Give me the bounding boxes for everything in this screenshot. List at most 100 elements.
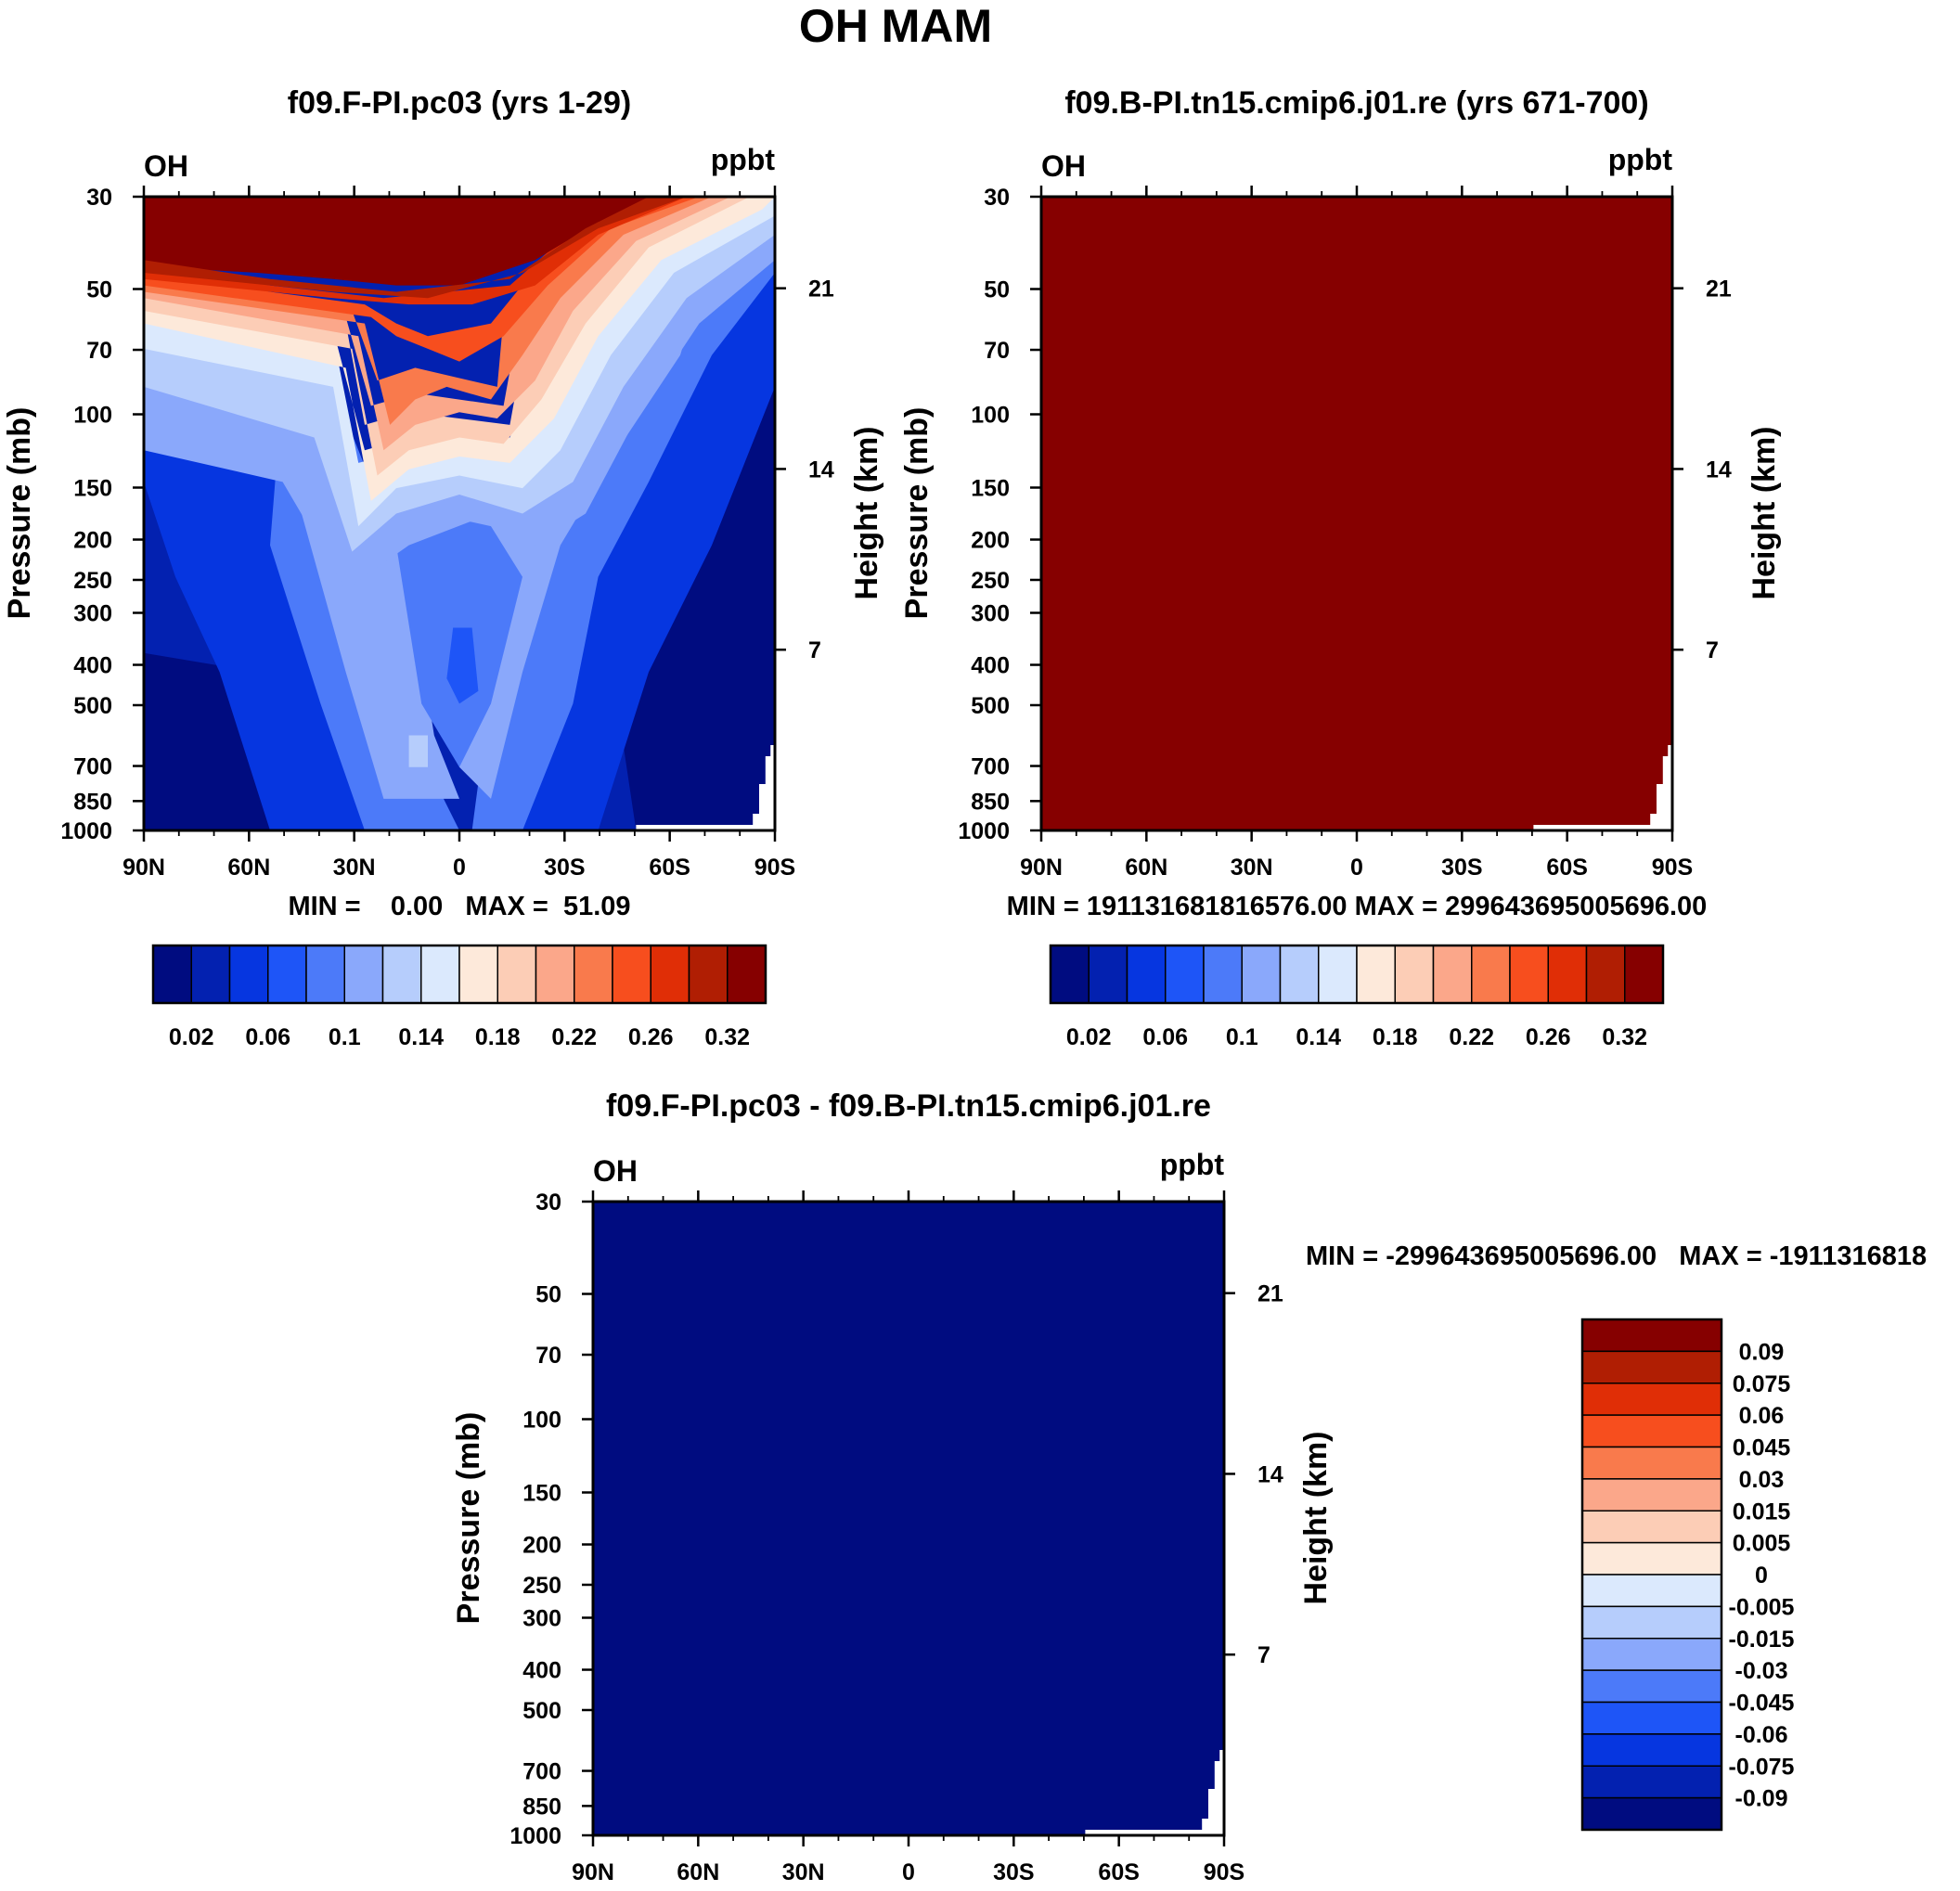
y-tick-label: 700 [73,754,112,780]
colorbar-box [343,945,384,1004]
colorbar-box [650,945,690,1004]
colorbar-box [1581,1319,1722,1353]
colorbar-box [1241,945,1282,1004]
x-tick-label: 0 [1350,855,1363,881]
y-tick-label: 150 [73,475,112,501]
y-tick-label: 850 [522,1794,561,1820]
y-tick-label: 250 [73,568,112,594]
y-tick-label: 850 [971,789,1010,815]
y-tick-label: 50 [86,277,112,302]
colorbar-box [1581,1605,1722,1640]
colorbar-box [1581,1414,1722,1448]
y-right-tick-label: 21 [1706,277,1732,302]
x-tick-label: 90S [1204,1859,1244,1885]
panel-1-surface-mask [636,745,775,830]
colorbar-label: 0.075 [1733,1371,1791,1397]
colorbar-label: 0.22 [1449,1024,1494,1050]
colorbar-box [1581,1796,1722,1831]
panel-1-title: f09.F-PI.pc03 (yrs 1-29) [288,85,631,121]
y-right-tick-label: 7 [1257,1642,1270,1668]
y-tick-label: 50 [984,277,1010,302]
colorbar-label: 0.14 [398,1024,444,1050]
colorbar-box [1581,1350,1722,1384]
colorbar-frame [1049,944,1665,1005]
panel-1-ylabel: Pressure (mb) [2,407,37,620]
panel-3-title: f09.F-PI.pc03 - f09.B-PI.tn15.cmip6.j01.… [606,1088,1211,1124]
colorbar-box [1509,945,1549,1004]
band-10 [144,197,731,451]
colorbar-box [1050,945,1090,1004]
colorbar-label: 0.005 [1733,1531,1791,1557]
y-tick-label: 850 [73,789,112,815]
colorbar-box [1581,1701,1722,1735]
panel-2-title: f09.B-PI.tn15.cmip6.j01.re (yrs 671-700) [1064,85,1648,121]
colorbar-box [1088,945,1128,1004]
x-tick-label: 0 [453,855,466,881]
x-tick-label: 60S [649,855,690,881]
colorbar-label: 0.32 [704,1024,750,1050]
y-tick-label: 70 [984,338,1010,364]
y-tick-label: 200 [522,1533,561,1559]
colorbar-label: 0.06 [1739,1403,1785,1429]
x-tick-label: 90N [572,1859,614,1885]
band-5-upper [144,197,775,590]
y-tick-label: 500 [971,693,1010,719]
panel-2: f09.B-PI.tn15.cmip6.j01.re (yrs 671-700)… [899,85,1782,1050]
panel-2-surface-mask [1533,745,1672,830]
field-uniform [1041,197,1672,830]
panel-1-stats: MIN = 0.00 MAX = 51.09 [288,892,630,921]
colorbar-box [305,945,345,1004]
panel-2-axes: 90N 60N 30N 0 30S 60S 90S 30 50 70 100 150 200 250 300… [958,185,1732,881]
colorbar-box [1279,945,1320,1004]
y-right-tick-label: 14 [808,457,834,482]
y-tick-label: 400 [522,1658,561,1684]
colorbar-label: -0.03 [1735,1658,1788,1684]
y-tick-label: 200 [73,528,112,554]
panel-1-colorbar: 0.02 0.06 0.1 0.14 0.18 0.22 0.26 0.32 [151,944,767,1050]
y-tick-label: 100 [971,403,1010,429]
y-tick-label: 30 [86,185,112,211]
colorbar-box [1581,1669,1722,1704]
y-tick-label: 250 [971,568,1010,594]
y-tick-label: 30 [535,1190,561,1216]
x-tick-label: 60N [227,855,270,881]
colorbar-box [1585,945,1626,1004]
x-tick-label: 30N [333,855,376,881]
x-tick-label: 60N [1125,855,1167,881]
panel-2-ylabel-right: Height (km) [1747,427,1782,600]
colorbar-label: 0.015 [1733,1499,1791,1524]
colorbar-label: 0.32 [1602,1024,1647,1050]
colorbar-box [1547,945,1588,1004]
colorbar-box [535,945,575,1004]
y-right-tick-label: 14 [1706,457,1732,482]
figure-title: OH MAM [799,0,992,52]
y-tick-label: 70 [86,338,112,364]
colorbar-label: 0.26 [1526,1024,1571,1050]
y-tick-label: 500 [522,1698,561,1724]
colorbar-label: 0.06 [245,1024,290,1050]
colorbar-box [420,945,460,1004]
colorbar-box [1581,1478,1722,1512]
colorbar-label: 0.14 [1296,1024,1341,1050]
field-uniform [593,1202,1224,1835]
band-3-core [446,627,479,704]
x-tick-label: 30S [544,855,585,881]
panel-3-ylabel: Pressure (mb) [451,1412,486,1625]
y-tick-label: 200 [971,528,1010,554]
band-2 [522,260,775,830]
x-tick-label: 90N [122,855,165,881]
y-right-tick-label: 21 [808,277,834,302]
colorbar-box [1581,1541,1722,1576]
colorbar-label: 0.18 [1373,1024,1418,1050]
y-tick-label: 150 [522,1480,561,1506]
panel-1-ylabel-right: Height (km) [849,427,884,600]
panel-1-contour-field [144,197,775,830]
colorbar-label: 0.09 [1739,1339,1785,1365]
x-tick-label: 60N [677,1859,719,1885]
colorbar-box [152,945,192,1004]
panel-3-left-string: OH [593,1154,638,1188]
panel-3-stats: MIN = -299643695005696.00 MAX = -1911316… [1306,1241,1927,1271]
colorbar-box [381,945,422,1004]
y-right-tick-label: 14 [1257,1461,1283,1487]
